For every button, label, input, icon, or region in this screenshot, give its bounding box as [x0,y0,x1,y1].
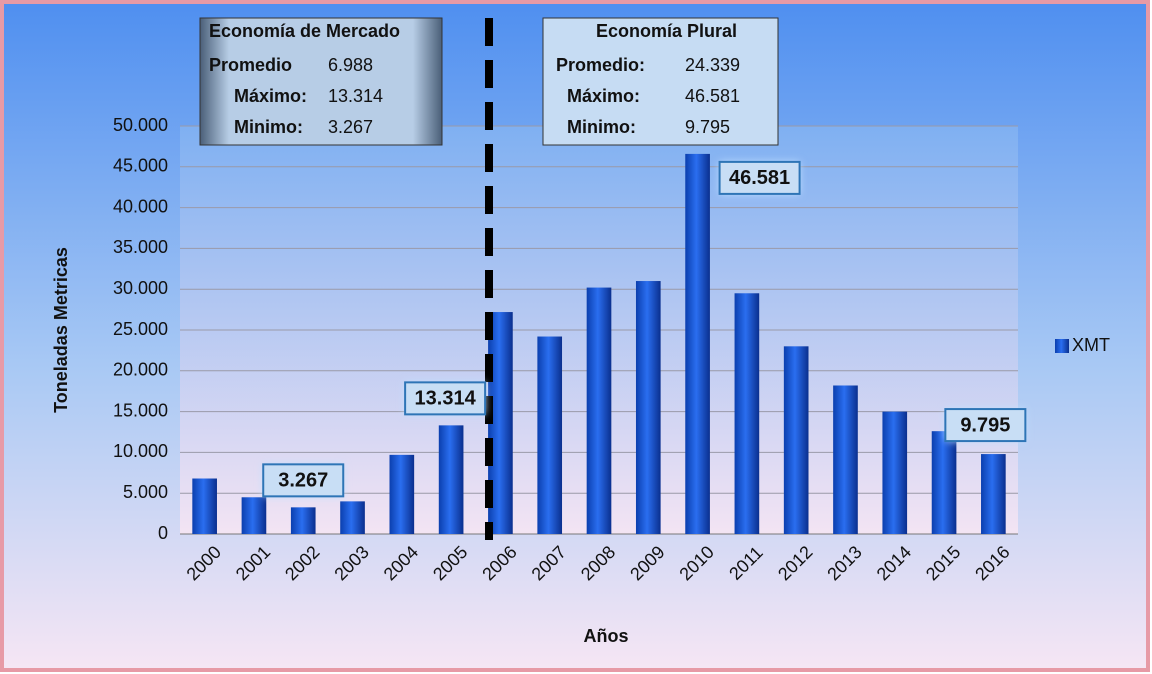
bar [241,497,267,534]
panel-row-label: Minimo: [567,117,636,137]
panel-row-label: Promedio [209,55,292,75]
y-tick-label: 40.000 [113,196,168,216]
legend-label: XMT [1072,335,1110,355]
y-tick-label: 10.000 [113,441,168,461]
panel-row-value: 13.314 [328,86,383,106]
bar [931,431,957,534]
bar [981,454,1006,534]
y-tick-label: 0 [158,523,168,543]
y-tick-label: 15.000 [113,400,168,420]
value-label-box [718,160,801,195]
panel-row-value: 6.988 [328,55,373,75]
value-label-box [944,408,1027,443]
y-axis-title: Toneladas Metricas [51,247,71,413]
x-axis-title: Años [584,626,629,646]
bar [586,287,612,534]
y-tick-label: 20.000 [113,360,168,380]
value-label: 46.581 [729,167,790,189]
panel-row-value: 3.267 [328,117,373,137]
panel-row-label: Máximo: [234,86,307,106]
y-tick-label: 5.000 [123,482,168,502]
bar [882,411,908,534]
bar [685,153,710,534]
panel-row-label: Máximo: [567,86,640,106]
panel-row-value: 9.795 [685,117,730,137]
bar [192,478,217,534]
panel-title: Economía Plural [596,21,737,41]
panel-row-label: Promedio: [556,55,645,75]
y-tick-label: 45.000 [113,156,168,176]
panel-title: Economía de Mercado [209,21,400,41]
y-tick-label: 50.000 [113,115,168,135]
value-label-box [262,463,345,498]
value-label: 13.314 [415,388,477,410]
bar [290,507,316,534]
panel-row-value: 46.581 [685,86,740,106]
bar [833,385,858,534]
bar [438,425,464,534]
bar [635,281,661,534]
bar [340,501,365,534]
bar [783,346,809,534]
panel [199,17,443,146]
value-label-box [404,381,487,416]
y-tick-label: 25.000 [113,319,168,339]
value-label: 3.267 [278,470,328,492]
y-tick-label: 35.000 [113,237,168,257]
panel-row-value: 24.339 [685,55,740,75]
panel [542,17,779,146]
bar [389,454,415,534]
bar [734,293,760,534]
panel-row-label: Minimo: [234,117,303,137]
legend-swatch [1055,339,1069,353]
y-tick-label: 30.000 [113,278,168,298]
bar [537,336,563,534]
value-label: 9.795 [960,414,1010,436]
